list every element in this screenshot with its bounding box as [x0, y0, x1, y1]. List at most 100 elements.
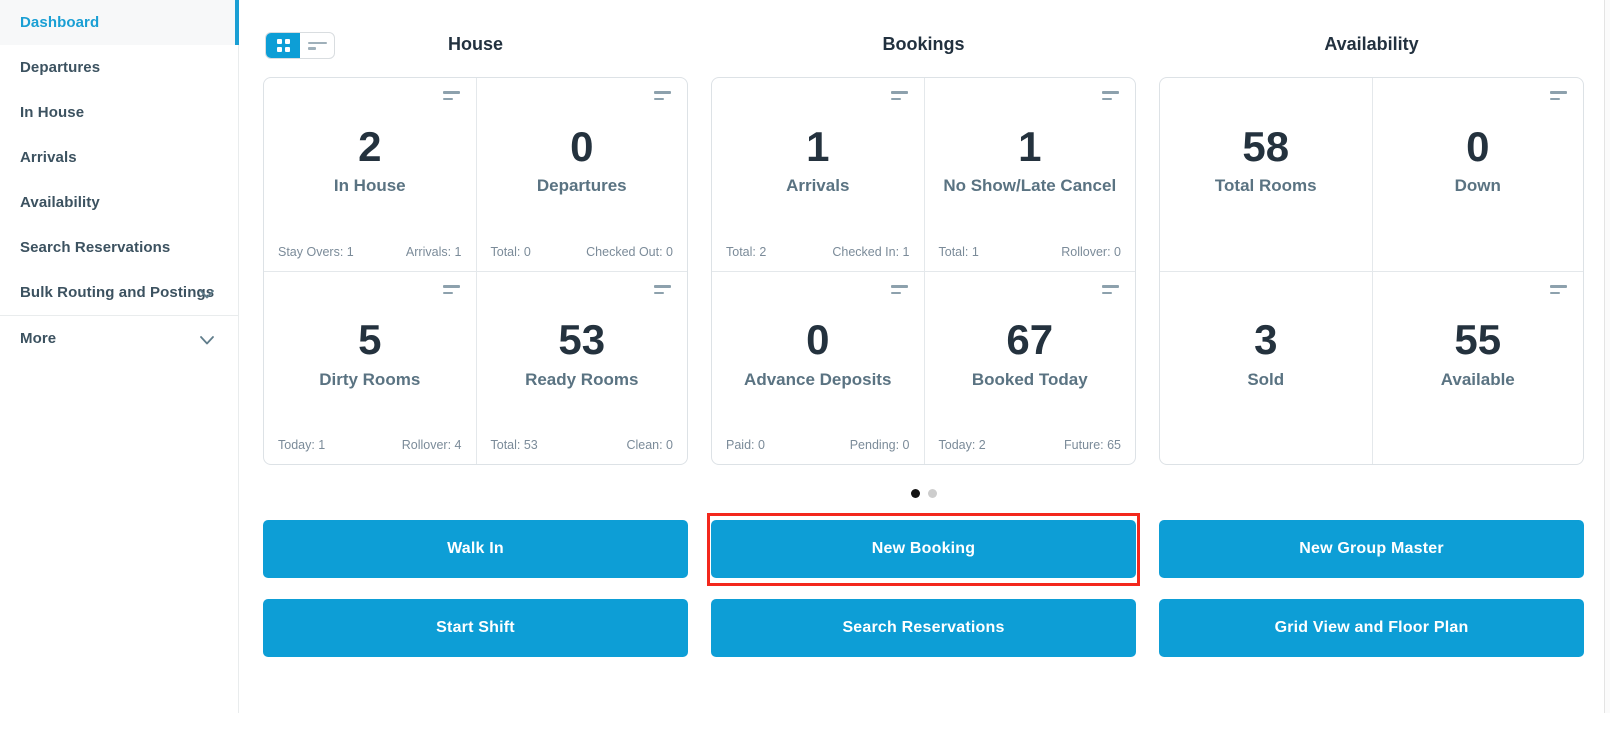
sidebar-item-availability[interactable]: Availability [0, 180, 238, 225]
sidebar-item-bulk-routing-and-postings[interactable]: Bulk Routing and Postings [0, 270, 238, 315]
sidebar-item-label: In House [20, 104, 85, 121]
dashboard-main: House Bookings Availability 2 In House S… [239, 30, 1610, 657]
card-menu-icon[interactable] [442, 91, 460, 100]
stat-footer-right: Checked Out: 0 [586, 245, 673, 259]
section-title-house: House [447, 34, 503, 54]
search-reservations-button[interactable]: Search Reservations [711, 599, 1136, 657]
stat-footer-right: Checked In: 1 [832, 245, 910, 259]
card-menu-icon[interactable] [442, 285, 460, 294]
stat-footer-right: Arrivals: 1 [405, 245, 462, 259]
stat-card-in-house[interactable]: 2 In House Stay Overs: 1 Arrivals: 1 [264, 78, 476, 271]
stat-value: 0 [806, 316, 830, 364]
new-booking-button[interactable]: New Booking [711, 520, 1136, 578]
stat-card-departures[interactable]: 0 Departures Total: 0 Checked Out: 0 [475, 78, 688, 271]
sidebar-item-departures[interactable]: Departures [0, 45, 238, 90]
section-title-bookings: Bookings [882, 34, 965, 54]
stat-card-dirty-rooms[interactable]: 5 Dirty Rooms Today: 1 Rollover: 4 [264, 271, 476, 464]
carousel-dot[interactable] [910, 489, 920, 498]
stat-value: 2 [358, 122, 382, 170]
view-mode-toggle [265, 32, 335, 59]
stat-label: Advance Deposits [744, 369, 892, 389]
list-view-toggle[interactable] [300, 33, 334, 58]
sidebar-item-more[interactable]: More [0, 315, 238, 360]
stat-label: No Show/Late Cancel [943, 176, 1117, 196]
stat-footer-right: Pending: 0 [849, 438, 910, 452]
house-section: 2 In House Stay Overs: 1 Arrivals: 1 0 D… [263, 77, 688, 465]
stat-label: Departures [536, 176, 627, 196]
bookings-section: 1 Arrivals Total: 2 Checked In: 1 1 No S… [711, 77, 1136, 465]
stat-footer-right: Rollover: 4 [401, 438, 462, 452]
stat-footer-right: Clean: 0 [626, 438, 673, 452]
stat-value: 58 [1242, 122, 1290, 170]
sidebar-item-label: Arrivals [20, 149, 77, 166]
stat-value: 1 [806, 122, 830, 170]
stat-card-down[interactable]: 0 Down [1371, 78, 1584, 271]
sidebar-item-search-reservations[interactable]: Search Reservations [0, 225, 238, 270]
stat-card-no-show-late-cancel[interactable]: 1 No Show/Late Cancel Total: 1 Rollover:… [923, 78, 1136, 271]
walk-in-button[interactable]: Walk In [263, 520, 688, 578]
sidebar: Dashboard Departures In House Arrivals A… [0, 0, 239, 713]
card-menu-icon[interactable] [654, 285, 671, 294]
sidebar-item-dashboard[interactable]: Dashboard [0, 0, 239, 45]
availability-section: 58 Total Rooms 0 Down 3 Sold 55 Availabl… [1159, 77, 1584, 465]
stat-footer-left: Total: 0 [490, 245, 531, 259]
stat-card-ready-rooms[interactable]: 53 Ready Rooms Total: 53 Clean: 0 [475, 271, 687, 464]
stat-footer-left: Total: 2 [726, 245, 767, 259]
stat-label: In House [333, 176, 406, 196]
stat-value: 5 [358, 316, 382, 364]
card-menu-icon[interactable] [1102, 91, 1119, 100]
stat-footer-left: Stay Overs: 1 [278, 245, 354, 259]
sidebar-item-label: Availability [20, 194, 100, 211]
stat-card-available[interactable]: 55 Available [1371, 271, 1583, 464]
sidebar-item-label: Dashboard [20, 14, 100, 31]
sidebar-item-arrivals[interactable]: Arrivals [0, 135, 238, 180]
stat-footer-right: Future: 65 [1064, 438, 1121, 452]
stat-card-arrivals[interactable]: 1 Arrivals Total: 2 Checked In: 1 [712, 78, 924, 271]
grid-view-toggle[interactable] [266, 33, 300, 58]
new-group-master-button[interactable]: New Group Master [1159, 520, 1584, 578]
start-shift-button[interactable]: Start Shift [263, 599, 688, 657]
card-menu-icon[interactable] [1102, 285, 1119, 294]
stat-footer-left: Total: 53 [490, 438, 538, 452]
stat-value: 55 [1454, 316, 1502, 364]
stat-card-total-rooms[interactable]: 58 Total Rooms [1160, 78, 1372, 271]
card-menu-icon[interactable] [1550, 285, 1567, 294]
section-header-row: House Bookings Availability [263, 30, 1610, 60]
carousel-dot[interactable] [927, 489, 937, 498]
stat-footer-left: Today: 1 [278, 438, 326, 452]
stat-value: 3 [1254, 316, 1278, 364]
sidebar-item-in-house[interactable]: In House [0, 90, 238, 135]
card-menu-icon[interactable] [1550, 91, 1567, 100]
stat-footer-left: Today: 2 [938, 438, 986, 452]
stat-label: Total Rooms [1214, 176, 1317, 196]
stat-footer-left: Paid: 0 [726, 438, 765, 452]
stat-footer-left: Total: 1 [938, 245, 979, 259]
action-buttons: Walk In New Booking New Group Master Sta… [263, 513, 1610, 657]
card-menu-icon[interactable] [654, 91, 671, 100]
carousel-dots [263, 489, 1584, 498]
stat-label: Available [1440, 369, 1515, 389]
card-menu-icon[interactable] [890, 91, 908, 100]
stat-footer-right: Rollover: 0 [1061, 245, 1121, 259]
grid-icon [276, 39, 290, 52]
chevron-down-icon [200, 332, 214, 349]
sidebar-item-label: More [20, 329, 57, 347]
card-menu-icon[interactable] [890, 285, 908, 294]
stat-label: Arrivals [786, 176, 850, 196]
stat-label: Down [1454, 176, 1501, 196]
sidebar-item-label: Bulk Routing and Postings [20, 284, 215, 301]
stat-value: 0 [570, 122, 594, 170]
stat-label: Booked Today [971, 369, 1088, 389]
stat-card-advance-deposits[interactable]: 0 Advance Deposits Paid: 0 Pending: 0 [712, 271, 924, 464]
stat-card-booked-today[interactable]: 67 Booked Today Today: 2 Future: 65 [923, 271, 1135, 464]
list-icon [307, 41, 327, 50]
sidebar-item-label: Search Reservations [20, 239, 171, 256]
grid-view-floor-plan-button[interactable]: Grid View and Floor Plan [1159, 599, 1584, 657]
sidebar-item-label: Departures [20, 59, 101, 76]
stat-sections: 2 In House Stay Overs: 1 Arrivals: 1 0 D… [263, 77, 1610, 465]
stat-value: 67 [1006, 316, 1054, 364]
stat-label: Ready Rooms [525, 369, 639, 389]
stat-card-sold[interactable]: 3 Sold [1160, 271, 1372, 464]
stat-value: 53 [558, 316, 606, 364]
scrollbar-track[interactable] [1604, 0, 1610, 713]
